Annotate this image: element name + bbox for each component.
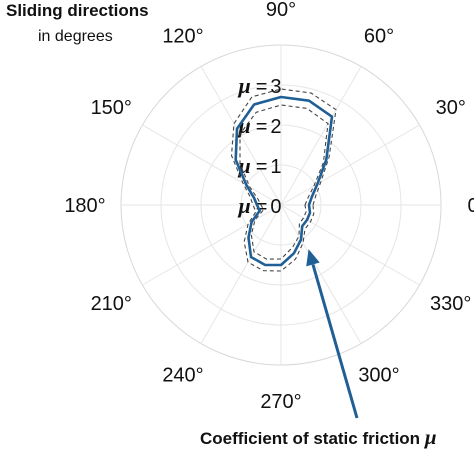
caption-text: Coefficient of static friction <box>200 429 421 448</box>
grid-spoke-150 <box>142 124 282 206</box>
series-dashed-1 <box>230 88 337 272</box>
angle-label-210: 210° <box>91 293 132 315</box>
angle-label-270: 270° <box>260 391 301 413</box>
series-solid-0 <box>234 95 334 267</box>
angle-label-90: 90° <box>266 0 296 21</box>
angle-label-330: 330° <box>430 293 471 315</box>
polar-grid <box>120 44 442 366</box>
arrow-shaft <box>311 264 359 419</box>
grid-spoke-60 <box>280 66 362 206</box>
angle-label-30: 30° <box>436 97 466 119</box>
angle-label-180: 180° <box>64 195 105 217</box>
angle-label-60: 60° <box>364 25 394 47</box>
angle-tick-labels: 0° 30° 60° 90° 120° 150° 180° 210° 240° 270° 300° 3… <box>64 0 474 413</box>
radial-label-2: μ = 2 <box>237 113 281 138</box>
angle-label-0: 0° <box>467 195 474 217</box>
friction-curves <box>230 88 337 272</box>
caption-arrow <box>306 249 359 419</box>
angle-label-150: 150° <box>91 97 132 119</box>
series-dashed-2 <box>239 104 329 260</box>
angle-label-120: 120° <box>162 25 203 47</box>
subtitle-in-degrees: in degrees <box>38 28 113 45</box>
grid-spoke-300 <box>280 204 362 344</box>
grid-spoke-210 <box>142 204 282 286</box>
grid-spoke-30 <box>280 124 420 206</box>
radial-tick-labels: μ = 0μ = 1μ = 2μ = 3 <box>237 73 281 218</box>
angle-label-300: 300° <box>358 365 399 387</box>
caption-coefficient-static-friction: Coefficient of static friction μ <box>200 425 437 450</box>
grid-spoke-120 <box>200 66 282 206</box>
arrow-head <box>306 249 320 267</box>
caption-mu-symbol: μ <box>424 425 437 449</box>
grid-spoke-330 <box>280 204 420 286</box>
grid-spoke-240 <box>200 204 282 344</box>
title-sliding-directions: Sliding directions <box>6 1 149 20</box>
radial-label-0: μ = 0 <box>237 193 281 218</box>
radial-label-3: μ = 3 <box>237 73 281 98</box>
angle-label-240: 240° <box>162 365 203 387</box>
